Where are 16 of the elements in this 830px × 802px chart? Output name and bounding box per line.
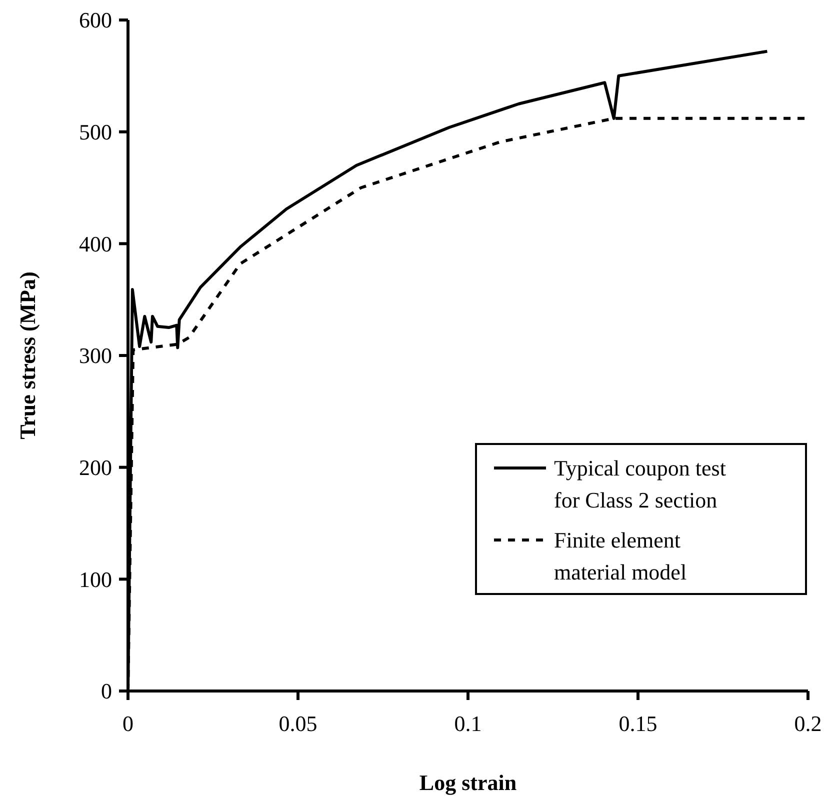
x-tick-label: 0 bbox=[122, 711, 134, 736]
x-tick-label: 0.1 bbox=[454, 711, 482, 736]
legend-label: Typical coupon test for Class 2 section bbox=[554, 456, 726, 513]
x-tick-label: 0.2 bbox=[794, 711, 822, 736]
y-tick-label: 500 bbox=[79, 120, 112, 145]
y-tick-label: 0 bbox=[101, 678, 112, 704]
y-tick-label: 100 bbox=[79, 566, 112, 592]
y-axis-title: True stress (MPa) bbox=[15, 272, 40, 440]
x-tick-label: 0.05 bbox=[278, 711, 318, 736]
legend-label: Finite element material model bbox=[554, 528, 687, 585]
y-tick-label: 300 bbox=[79, 343, 112, 368]
y-tick-label: 200 bbox=[79, 455, 112, 480]
x-tick-label: 0.15 bbox=[618, 711, 658, 736]
x-axis-title: Log strain bbox=[419, 770, 517, 795]
y-tick-label: 600 bbox=[79, 8, 112, 33]
y-tick-label: 400 bbox=[79, 231, 112, 256]
